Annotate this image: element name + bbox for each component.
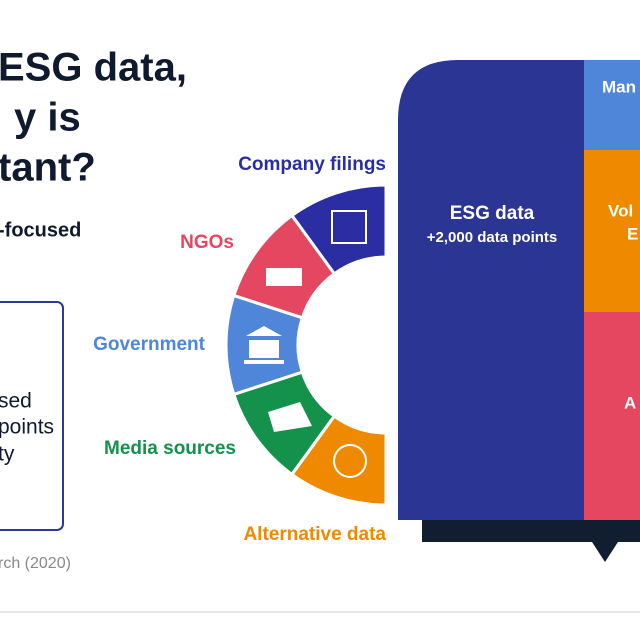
source: rch (2020) xyxy=(0,555,71,572)
callout-line: ty xyxy=(0,443,15,466)
panel-base xyxy=(422,520,640,542)
donut-segment xyxy=(289,414,388,507)
panel-column xyxy=(584,60,640,150)
icon-abacus xyxy=(331,210,367,244)
callout-box xyxy=(0,301,64,531)
title-line: tant? xyxy=(0,146,96,190)
segment-label: Government xyxy=(93,334,206,355)
column-label: A xyxy=(624,393,636,412)
panel-column xyxy=(584,312,640,520)
donut xyxy=(224,183,388,507)
icons xyxy=(244,210,367,478)
icon-panel xyxy=(266,268,302,286)
pointer xyxy=(592,542,618,562)
panel-title: ESG data xyxy=(450,203,535,224)
icon-megaphone xyxy=(268,402,312,432)
icon-building xyxy=(244,326,284,364)
column-label: Man xyxy=(602,77,636,96)
icon-circuit xyxy=(333,444,367,478)
callout-line: points xyxy=(0,416,54,439)
panel-column xyxy=(584,150,640,312)
segment-label: Company filings xyxy=(238,154,386,175)
title-line: y is xyxy=(14,96,81,140)
segment-label: NGOs xyxy=(180,232,234,253)
subtitle: -focused xyxy=(0,219,81,241)
title-line: ESG data, xyxy=(0,46,187,90)
segment-label: Media sources xyxy=(104,438,236,459)
segment-label: Alternative data xyxy=(243,524,386,545)
callout-line: sed xyxy=(0,390,32,413)
panel-main xyxy=(398,60,584,520)
column-label: E xyxy=(627,224,638,243)
column-label: Vol xyxy=(608,201,633,220)
panel-subtitle: +2,000 data points xyxy=(427,229,557,246)
